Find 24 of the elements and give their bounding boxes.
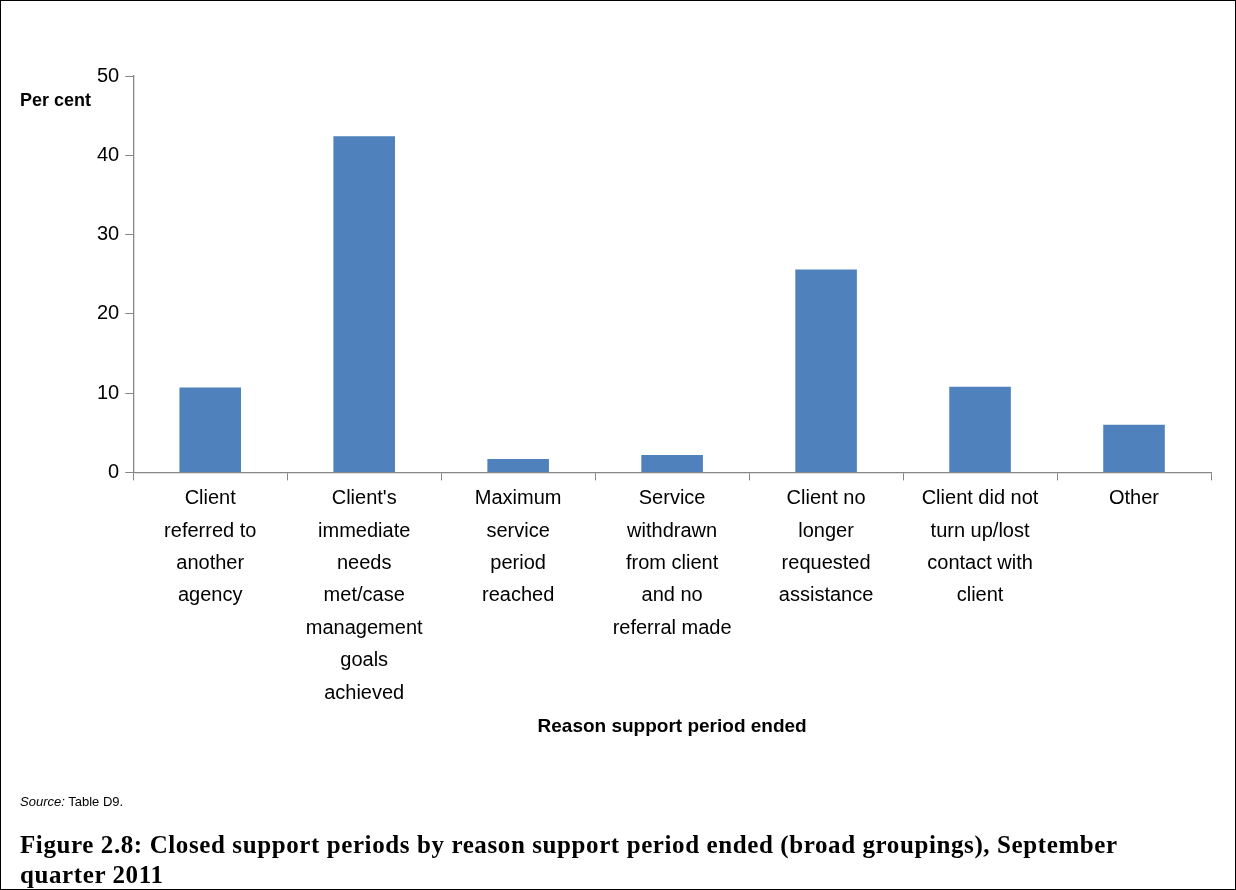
- y-tick-label: 20: [97, 301, 120, 324]
- bar: [179, 387, 242, 472]
- bar: [1103, 424, 1165, 472]
- bar: [641, 454, 703, 472]
- y-axis-title: Per cent: [20, 90, 92, 111]
- bar: [949, 386, 1011, 472]
- x-tick-label: Client no longer requested assistance: [778, 486, 874, 606]
- y-tick-label: 30: [97, 222, 120, 245]
- y-tick-label: 10: [97, 380, 120, 403]
- y-tick-label: 40: [97, 142, 120, 165]
- text: Figure 2.8: Closed support periods by reason support period ended (broad groupings), September quarter 2011: [20, 830, 1119, 890]
- x-tick-label: Client did not turn up/lost contact with client: [921, 486, 1039, 606]
- x-tick-label: Maximum service period reached: [474, 486, 562, 606]
- x-tick-label: Client referred to another agency: [164, 486, 257, 606]
- bar: [487, 458, 549, 472]
- x-tick-label: Other: [1109, 486, 1160, 509]
- source-note: Source: Table D9.: [20, 794, 124, 809]
- x-axis-title: Reason support period ended: [537, 714, 807, 736]
- bar: [333, 136, 395, 472]
- bar: [795, 269, 857, 472]
- x-tick-label: Service withdrawn from client and no referral made: [612, 486, 732, 638]
- y-tick-label: 0: [108, 459, 120, 482]
- x-tick-label: Client's immediate needs met/case management goals achieved: [305, 486, 423, 703]
- y-tick-label: 50: [97, 63, 120, 86]
